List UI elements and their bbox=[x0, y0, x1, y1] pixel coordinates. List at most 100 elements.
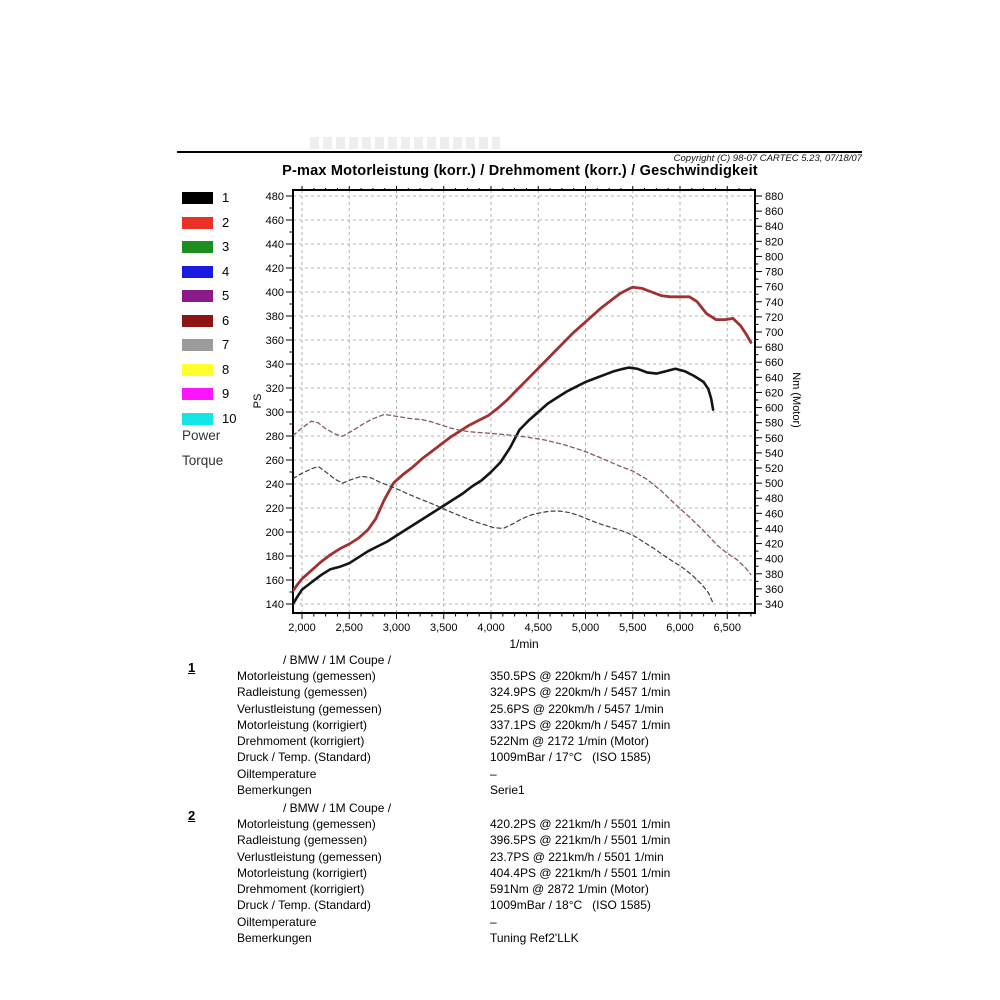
curve-power-stock bbox=[293, 366, 715, 606]
result-row-label: Oiltemperature bbox=[237, 766, 317, 781]
svg-text:240: 240 bbox=[266, 479, 284, 491]
grid-lines bbox=[293, 190, 755, 613]
legend-item-label: 3 bbox=[222, 239, 230, 254]
svg-text:6,000: 6,000 bbox=[666, 622, 694, 634]
measurement-number: 2 bbox=[188, 808, 196, 823]
svg-text:6,500: 6,500 bbox=[713, 622, 741, 634]
svg-text:640: 640 bbox=[765, 372, 783, 384]
svg-text:360: 360 bbox=[266, 335, 284, 347]
legend-color-swatch bbox=[182, 265, 213, 278]
measurement-number: 1 bbox=[188, 660, 196, 675]
result-row-value: Serie1 bbox=[490, 783, 525, 798]
curve-torque-stock bbox=[293, 465, 714, 604]
result-row-value: 337.1PS @ 220km/h / 5457 1/min bbox=[490, 717, 671, 732]
result-row: Motorleistung (gemessen) 350.5PS @ 220km/… bbox=[0, 668, 1000, 684]
svg-text:520: 520 bbox=[765, 463, 783, 475]
plot-border bbox=[292, 189, 756, 614]
svg-text:380: 380 bbox=[765, 569, 783, 581]
svg-text:5,000: 5,000 bbox=[572, 622, 600, 634]
result-row-label: Verlustleistung (gemessen) bbox=[237, 701, 382, 716]
legend-color-swatch bbox=[182, 412, 213, 425]
result-row-value: 25.6PS @ 220km/h / 5457 1/min bbox=[490, 701, 664, 716]
svg-text:680: 680 bbox=[765, 342, 783, 354]
result-row: Oiltemperature – bbox=[0, 766, 1000, 782]
svg-text:380: 380 bbox=[266, 311, 284, 323]
result-row: Druck / Temp. (Standard) 1009mBar / 17°C … bbox=[0, 749, 1000, 765]
svg-text:480: 480 bbox=[765, 493, 783, 505]
svg-text:580: 580 bbox=[765, 418, 783, 430]
result-row-label: Motorleistung (gemessen) bbox=[237, 817, 376, 831]
result-row-label: Motorleistung (korrigiert) bbox=[237, 865, 368, 880]
result-row: Motorleistung (korrigiert) 337.1PS @ 220k… bbox=[0, 717, 1000, 733]
axis-ticks bbox=[286, 186, 762, 619]
result-row-label: Bemerkungen bbox=[237, 783, 312, 798]
svg-text:800: 800 bbox=[765, 251, 783, 263]
legend-item-label: 9 bbox=[222, 386, 230, 401]
svg-text:600: 600 bbox=[765, 403, 783, 415]
result-row-value: 324.9PS @ 220km/h / 5457 1/min bbox=[490, 685, 671, 700]
result-row-value: 404.4PS @ 221km/h / 5501 1/min bbox=[490, 865, 671, 880]
result-row-value: 23.7PS @ 221km/h / 5501 1/min bbox=[490, 849, 664, 864]
result-row-value: 522Nm @ 2172 1/min (Motor) bbox=[490, 734, 649, 749]
y-left-axis-title: PS bbox=[252, 394, 264, 409]
legend-color-swatch bbox=[182, 192, 213, 204]
dyno-chart: 2,000 2,500 3,000 3,500 4,000 4,500 5,000 5,500… bbox=[252, 186, 802, 651]
result-row-label: Druck / Temp. (Standard) bbox=[237, 898, 371, 913]
legend-color-swatch bbox=[182, 216, 213, 229]
result-row-label: Drehmoment (korrigiert) bbox=[237, 882, 365, 897]
result-row-value: – bbox=[490, 766, 497, 781]
result-row-label: Oiltemperature bbox=[237, 914, 317, 929]
legend-item-label: 4 bbox=[222, 263, 230, 279]
svg-text:840: 840 bbox=[765, 221, 783, 233]
result-row: Motorleistung (gemessen) 420.2PS @ 221km/… bbox=[0, 816, 1000, 832]
svg-text:3,000: 3,000 bbox=[383, 622, 411, 634]
vehicle-name: / BMW / 1M Coupe / bbox=[283, 801, 392, 815]
copyright-text: Copyright (C) 98-07 CARTEC 5.23, 07/18/0… bbox=[673, 153, 862, 164]
svg-text:720: 720 bbox=[765, 312, 783, 324]
result-row-label: Motorleistung (gemessen) bbox=[237, 669, 376, 683]
svg-text:160: 160 bbox=[266, 575, 284, 587]
svg-text:400: 400 bbox=[266, 287, 284, 299]
legend-color-swatch bbox=[182, 339, 213, 351]
header-divider bbox=[177, 151, 862, 153]
result-row: Oiltemperature – bbox=[0, 914, 1000, 930]
curve-torque-tuned bbox=[293, 413, 752, 576]
legend-item-label: 2 bbox=[222, 214, 230, 230]
result-row-label: Drehmoment (korrigiert) bbox=[237, 734, 365, 749]
result-row-label: Bemerkungen bbox=[237, 931, 312, 946]
svg-text:320: 320 bbox=[266, 383, 284, 395]
result-row: Verlustleistung (gemessen) 23.7PS @ 221km… bbox=[0, 849, 1000, 865]
legend-power-label: Power bbox=[182, 428, 221, 443]
svg-text:420: 420 bbox=[765, 539, 783, 551]
legend-color-swatch bbox=[182, 314, 213, 327]
legend-color-swatch bbox=[182, 363, 213, 376]
svg-text:5,500: 5,500 bbox=[619, 622, 647, 634]
x-axis-title: 1/min bbox=[509, 637, 538, 651]
result-row: Bemerkungen Serie1 bbox=[0, 782, 1000, 798]
svg-text:760: 760 bbox=[765, 282, 783, 294]
svg-text:4,500: 4,500 bbox=[524, 622, 552, 634]
result-row: Motorleistung (korrigiert) 404.4PS @ 221k… bbox=[0, 865, 1000, 881]
svg-text:860: 860 bbox=[765, 206, 783, 218]
svg-text:140: 140 bbox=[266, 599, 284, 611]
svg-text:300: 300 bbox=[266, 407, 284, 419]
svg-text:340: 340 bbox=[765, 599, 783, 611]
chart-title: P-max Motorleistung (korr.) / Drehmoment… bbox=[282, 163, 758, 179]
result-row-value: – bbox=[490, 914, 497, 929]
result-row: Drehmoment (korrigiert) 522Nm @ 2172 1/mi… bbox=[0, 733, 1000, 749]
result-row-value: 350.5PS @ 220km/h / 5457 1/min bbox=[490, 669, 671, 683]
svg-text:280: 280 bbox=[266, 431, 284, 443]
svg-text:2,500: 2,500 bbox=[335, 622, 363, 634]
result-rows: Motorleistung (gemessen) 420.2PS @ 221km/… bbox=[0, 816, 1000, 946]
axis-tick-labels: 2,000 2,500 3,000 3,500 4,000 4,500 5,000 5,500… bbox=[266, 191, 784, 634]
vehicle-name: / BMW / 1M Coupe / bbox=[283, 653, 392, 667]
result-row: Verlustleistung (gemessen) 25.6PS @ 220km… bbox=[0, 701, 1000, 717]
result-row: Druck / Temp. (Standard) 1009mBar / 18°C … bbox=[0, 897, 1000, 913]
result-row-value: 420.2PS @ 221km/h / 5501 1/min bbox=[490, 817, 671, 831]
svg-text:3,500: 3,500 bbox=[430, 622, 458, 634]
svg-text:260: 260 bbox=[266, 455, 284, 467]
svg-text:400: 400 bbox=[765, 554, 783, 566]
svg-text:780: 780 bbox=[765, 267, 783, 279]
result-row-label: Druck / Temp. (Standard) bbox=[237, 750, 371, 765]
result-row-label: Verlustleistung (gemessen) bbox=[237, 849, 382, 864]
